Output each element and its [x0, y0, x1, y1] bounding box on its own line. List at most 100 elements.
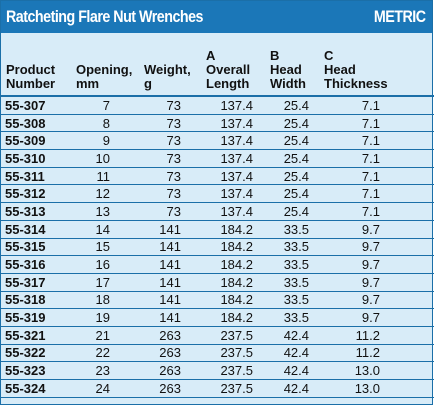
opening-cell: 10 — [71, 149, 139, 168]
head-width-cell: 25.4 — [265, 149, 319, 168]
weight-cell: 141 — [139, 291, 201, 310]
head-width-cell: 33.5 — [265, 255, 319, 274]
weight-cell: 73 — [139, 202, 201, 221]
head-width-cell: 25.4 — [265, 167, 319, 186]
overall-length-cell: 184.2 — [201, 308, 265, 327]
head-width-cell: 42.4 — [265, 326, 319, 345]
weight-cell: 263 — [139, 344, 201, 363]
head-thickness-cell: 9.7 — [319, 308, 434, 327]
table-row: 55-315 15 141 184.2 33.5 9.7 — [1, 238, 434, 257]
head-thickness-cell: 9.7 — [319, 238, 434, 257]
weight-cell: 141 — [139, 273, 201, 292]
overall-length-cell: 137.4 — [201, 96, 265, 115]
overall-length-cell: 137.4 — [201, 114, 265, 133]
overall-length-cell: 137.4 — [201, 131, 265, 151]
weight-cell: 141 — [139, 238, 201, 257]
table-row: 55-313 13 73 137.4 25.4 7.1 — [1, 202, 434, 221]
opening-cell: 22 — [71, 344, 139, 363]
weight-cell: 73 — [139, 114, 201, 133]
overall-length-cell: 237.5 — [201, 326, 265, 345]
opening-cell: 11 — [71, 167, 139, 186]
product-number-cell: 55-324 — [1, 379, 71, 398]
opening-cell: 21 — [71, 326, 139, 345]
overall-length-cell: 184.2 — [201, 273, 265, 292]
column-header-line: B — [270, 48, 280, 63]
head-thickness-cell: 7.1 — [319, 149, 434, 168]
column-header-line: A — [206, 48, 216, 63]
opening-cell: 24 — [71, 379, 139, 398]
table-row: 55-311 11 73 137.4 25.4 7.1 — [1, 167, 434, 186]
weight-cell: 263 — [139, 361, 201, 380]
overall-length-cell: 237.5 — [201, 379, 265, 398]
opening-cell: 9 — [71, 131, 139, 151]
overall-length-cell: 137.4 — [201, 149, 265, 168]
metric-badge: METRIC — [374, 7, 426, 26]
overall-length-cell: 184.2 — [201, 238, 265, 257]
head-thickness-cell: 9.7 — [319, 220, 434, 239]
head-thickness-cell: 13.0 — [319, 379, 434, 398]
table-row: 55-307 7 73 137.4 25.4 7.1 — [1, 96, 434, 115]
column-header-line: Overall — [206, 62, 251, 77]
overall-length-cell: 184.2 — [201, 220, 265, 239]
product-number-cell: 55-317 — [1, 273, 71, 292]
product-number-cell: 55-311 — [1, 167, 71, 186]
overall-length-cell: 184.2 — [201, 291, 265, 310]
head-width-cell: 25.4 — [265, 131, 319, 151]
table-row: 55-324 24 263 237.5 42.4 13.0 — [1, 379, 434, 398]
head-width-cell: 33.5 — [265, 291, 319, 310]
head-width-cell: 42.4 — [265, 361, 319, 380]
head-thickness-cell: 7.1 — [319, 114, 434, 133]
table-body: 55-307 7 73 137.4 25.4 7.1 55-308 8 73 137.4 25.4 7… — [1, 96, 434, 398]
title-bar: Ratcheting Flare Nut Wrenches METRIC — [1, 1, 432, 33]
product-number-cell: 55-312 — [1, 184, 71, 204]
column-header-line — [76, 49, 135, 63]
head-thickness-cell: 11.2 — [319, 344, 434, 363]
column-header-line: Opening, — [76, 62, 133, 77]
opening-cell: 17 — [71, 273, 139, 292]
overall-length-cell: 237.5 — [201, 344, 265, 363]
overall-length-cell: 137.4 — [201, 202, 265, 221]
product-number-cell: 55-321 — [1, 326, 71, 345]
opening-cell: 23 — [71, 361, 139, 380]
product-number-cell: 55-319 — [1, 308, 71, 327]
head-width-cell: 25.4 — [265, 202, 319, 221]
product-number-cell: 55-322 — [1, 344, 71, 363]
column-header-line: Number — [6, 76, 56, 91]
column-header-line — [144, 49, 197, 63]
product-number-cell: 55-323 — [1, 361, 71, 380]
column-header-line: Head — [324, 62, 356, 77]
overall-length-cell: 184.2 — [201, 255, 265, 274]
table-row: 55-321 21 263 237.5 42.4 11.2 — [1, 326, 434, 345]
opening-cell: 14 — [71, 220, 139, 239]
table-row: 55-323 23 263 237.5 42.4 13.0 — [1, 361, 434, 380]
opening-cell: 16 — [71, 255, 139, 274]
opening-cell: 15 — [71, 238, 139, 257]
head-thickness-cell: 7.1 — [319, 184, 434, 204]
product-number-cell: 55-308 — [1, 114, 71, 133]
column-header-line: Thickness — [324, 76, 388, 91]
wrench-spec-table: Product Number Opening, mm Weight, g A Overal… — [1, 33, 434, 398]
head-thickness-cell: 9.7 — [319, 291, 434, 310]
opening-cell: 7 — [71, 96, 139, 115]
head-width-cell: 42.4 — [265, 344, 319, 363]
product-number-cell: 55-310 — [1, 149, 71, 168]
weight-cell: 141 — [139, 255, 201, 274]
table-row: 55-310 10 73 137.4 25.4 7.1 — [1, 149, 434, 168]
opening-cell: 12 — [71, 184, 139, 204]
table-row: 55-319 19 141 184.2 33.5 9.7 — [1, 308, 434, 327]
product-number-cell: 55-307 — [1, 96, 71, 115]
weight-cell: 73 — [139, 149, 201, 168]
weight-cell: 73 — [139, 167, 201, 186]
table-row: 55-309 9 73 137.4 25.4 7.1 — [1, 131, 434, 151]
product-number-cell: 55-309 — [1, 131, 71, 151]
column-header-line: mm — [76, 76, 100, 91]
product-number-cell: 55-315 — [1, 238, 71, 257]
column-header-line: C — [324, 48, 334, 63]
column-header-weight: Weight, g — [139, 33, 201, 97]
head-width-cell: 33.5 — [265, 220, 319, 239]
head-width-cell: 25.4 — [265, 96, 319, 115]
weight-cell: 141 — [139, 220, 201, 239]
head-thickness-cell: 7.1 — [319, 167, 434, 186]
column-header-head-width: B Head Width — [265, 33, 319, 97]
